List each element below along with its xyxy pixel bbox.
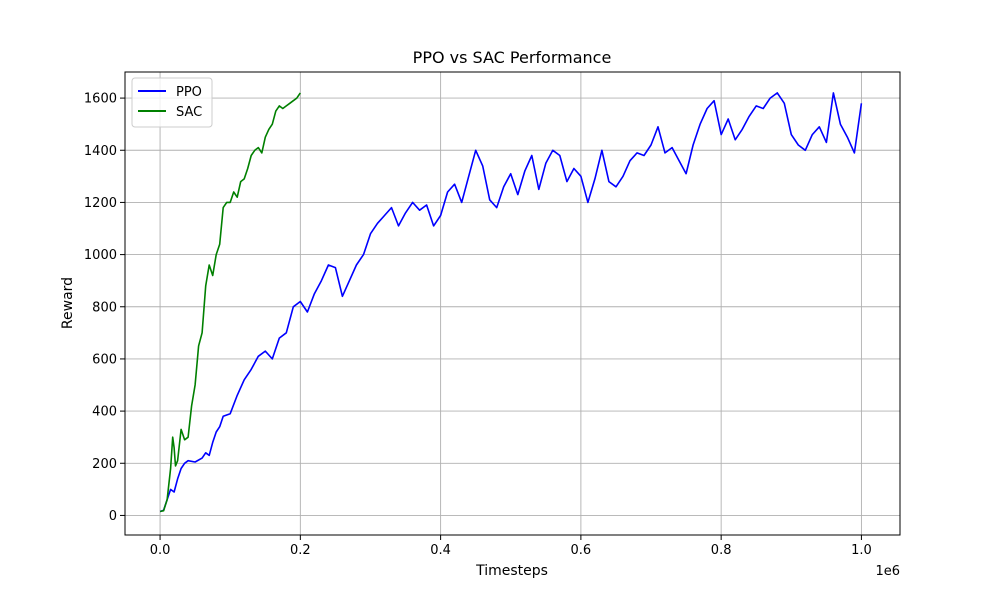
y-tick-label: 1200 — [84, 196, 117, 211]
y-tick-label: 800 — [92, 300, 117, 315]
x-axis-label: Timesteps — [475, 563, 548, 579]
series-line-sac — [159, 92, 301, 513]
y-tick-label: 1600 — [84, 92, 117, 107]
y-tick-label: 600 — [92, 352, 117, 367]
x-tick-label: 0.8 — [711, 543, 732, 558]
y-axis-label: Reward — [60, 277, 76, 329]
ticks-layer: 0.0 0.2 0.4 0.6 0.8 1.0 0 200 400 600 800 1000 1200 1… — [84, 92, 872, 558]
x-tick-label: 0.4 — [430, 543, 451, 558]
legend: PPO SAC — [131, 77, 213, 128]
legend-label-ppo: PPO — [176, 85, 202, 100]
chart-title: PPO vs SAC Performance — [413, 48, 612, 67]
x-tick-label: 0.6 — [571, 543, 592, 558]
x-tick-label: 1.0 — [851, 543, 872, 558]
x-tick-label: 0.0 — [150, 543, 171, 558]
x-tick-label: 0.2 — [290, 543, 311, 558]
legend-label-sac: SAC — [176, 105, 202, 120]
y-tick-label: 400 — [92, 405, 117, 420]
y-tick-label: 200 — [92, 457, 117, 472]
series-layer — [159, 92, 863, 513]
series-line-ppo — [159, 92, 863, 513]
y-tick-label: 0 — [109, 509, 117, 524]
y-tick-label: 1400 — [84, 144, 117, 159]
x-offset-label: 1e6 — [875, 564, 900, 579]
y-tick-label: 1000 — [84, 248, 117, 263]
plot-frame — [124, 71, 901, 536]
grid-layer — [125, 72, 900, 535]
